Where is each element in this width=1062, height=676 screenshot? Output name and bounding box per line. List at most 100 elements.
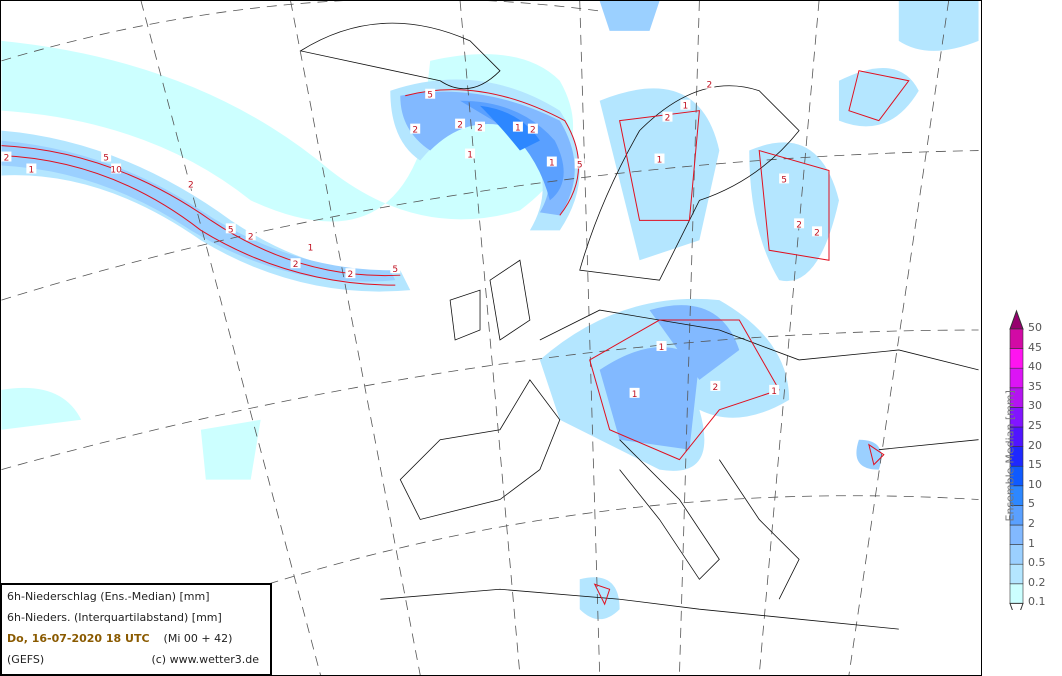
contour-label-bg — [574, 158, 585, 169]
precip-area — [200, 419, 261, 480]
contour-label-bg — [111, 163, 122, 174]
valid-time: Do, 16-07-2020 18 UTC — [7, 632, 150, 645]
contour-title: 6h-Nieders. (Interquartilabstand) [mm] — [7, 611, 222, 624]
contour-label: 1 — [632, 390, 638, 400]
contour-label-bg — [710, 380, 721, 391]
contour-label: 2 — [248, 232, 254, 242]
legend-swatch — [1009, 583, 1024, 604]
precip-area — [599, 347, 700, 450]
contour-label-bg — [779, 173, 790, 184]
contour-line — [868, 443, 885, 466]
legend-swatch — [1009, 348, 1024, 369]
contour-label-bg — [101, 151, 112, 162]
contour-label-bg — [465, 148, 476, 159]
contour-label: 2 — [530, 126, 536, 136]
legend-over-arrow — [1009, 309, 1024, 330]
legend-label: 50 — [1028, 321, 1042, 334]
precip-area — [749, 142, 839, 282]
contour-label: 5 — [228, 225, 234, 235]
contour-label: 5 — [427, 91, 433, 101]
contour-label: 1 — [549, 159, 555, 169]
contour-label-bg — [455, 118, 466, 129]
contour-label: 2 — [348, 270, 354, 280]
copyright: (c) www.wetter3.de — [151, 653, 259, 666]
contour-label: 10 — [110, 165, 122, 175]
precip-area — [856, 439, 882, 470]
contour-label-bg — [345, 268, 356, 279]
legend-label: 45 — [1028, 340, 1042, 354]
contour-label-bg — [662, 111, 673, 122]
legend-label: 5 — [1028, 497, 1035, 511]
model-name: (GEFS) — [7, 653, 45, 666]
precip-area — [838, 67, 919, 127]
legend-swatch — [1009, 367, 1024, 389]
contour-label-bg — [812, 226, 823, 237]
contour-label: 1 — [308, 243, 314, 253]
precip-area — [579, 577, 620, 620]
contour-label-bg — [475, 121, 486, 132]
contour-label: 1 — [467, 151, 473, 161]
contour-label: 1 — [683, 102, 689, 112]
contour-label: 5 — [577, 161, 583, 171]
contour-line — [405, 89, 580, 216]
legend-label: 25 — [1028, 419, 1042, 432]
legend-label: 2 — [1028, 517, 1035, 530]
contour-line — [593, 583, 611, 606]
run-time: (Mi 00 + 42) — [163, 632, 233, 645]
color-legend: Ensemble-Median [mm] 0.1 0.2 0.5 1 2 5 10 15 20 2… — [990, 305, 1062, 623]
contour-label-bg — [704, 78, 715, 89]
legend-label: 0.1 — [1028, 595, 1046, 609]
legend-swatch — [1009, 544, 1024, 565]
legend-label: 15 — [1028, 458, 1042, 472]
contour-label: 1 — [29, 165, 35, 175]
contour-label-bg — [290, 258, 301, 269]
contour-label: 5 — [103, 154, 109, 164]
legend-swatch — [1009, 524, 1024, 545]
precip-area — [1, 387, 82, 430]
field-title: 6h-Niederschlag (Ens.-Median) [mm] — [7, 590, 210, 603]
contour-label: 2 — [188, 180, 194, 190]
contour-label-bg — [512, 121, 523, 132]
contour-label-bg — [654, 153, 665, 164]
precip-area — [1, 140, 396, 282]
contour-label: 2 — [796, 220, 802, 230]
contour-label-bg — [656, 340, 667, 351]
contour-label: 1 — [515, 124, 521, 134]
precip-area — [480, 105, 540, 151]
contour-label: 5 — [781, 175, 787, 185]
contour-label-bg — [546, 156, 557, 167]
contour-label: 2 — [477, 124, 483, 134]
contour-label: 2 — [412, 126, 418, 136]
legend-under-arrow — [1009, 602, 1024, 623]
contour-line — [1, 155, 396, 286]
contour-line — [1, 145, 401, 277]
contour-label-bg — [245, 230, 256, 241]
legend-label: 30 — [1028, 399, 1042, 413]
contour-label: 1 — [659, 343, 665, 353]
contour-label-bg — [305, 241, 316, 252]
legend-swatch — [1009, 563, 1024, 585]
contour-label-bg — [185, 178, 196, 189]
contour-label-bg — [410, 123, 421, 134]
contour-label: 5 — [392, 265, 398, 275]
info-box: 6h-Niederschlag (Ens.-Median) [mm] 6h-Ni… — [0, 583, 272, 676]
contour-label-bg — [390, 263, 401, 274]
contour-label: 2 — [457, 121, 463, 131]
legend-label: 0.5 — [1028, 556, 1046, 570]
legend-label: 40 — [1028, 360, 1042, 374]
contour-line — [619, 110, 700, 221]
contour-label-bg — [26, 163, 37, 174]
contour-label-bg — [680, 99, 691, 110]
contour-label: 2 — [4, 154, 10, 164]
legend-label: 20 — [1028, 438, 1042, 452]
contour-label-bg — [225, 223, 236, 234]
contour-label-bg — [1, 151, 12, 162]
contour-label: 2 — [712, 383, 718, 393]
contour-label-bg — [425, 88, 436, 99]
contour-label-bg — [794, 218, 805, 229]
coastlines — [299, 22, 979, 630]
precip-area — [649, 305, 740, 380]
legend-title: Ensemble-Median [mm] — [1003, 390, 1017, 522]
contour-label: 2 — [814, 228, 820, 238]
